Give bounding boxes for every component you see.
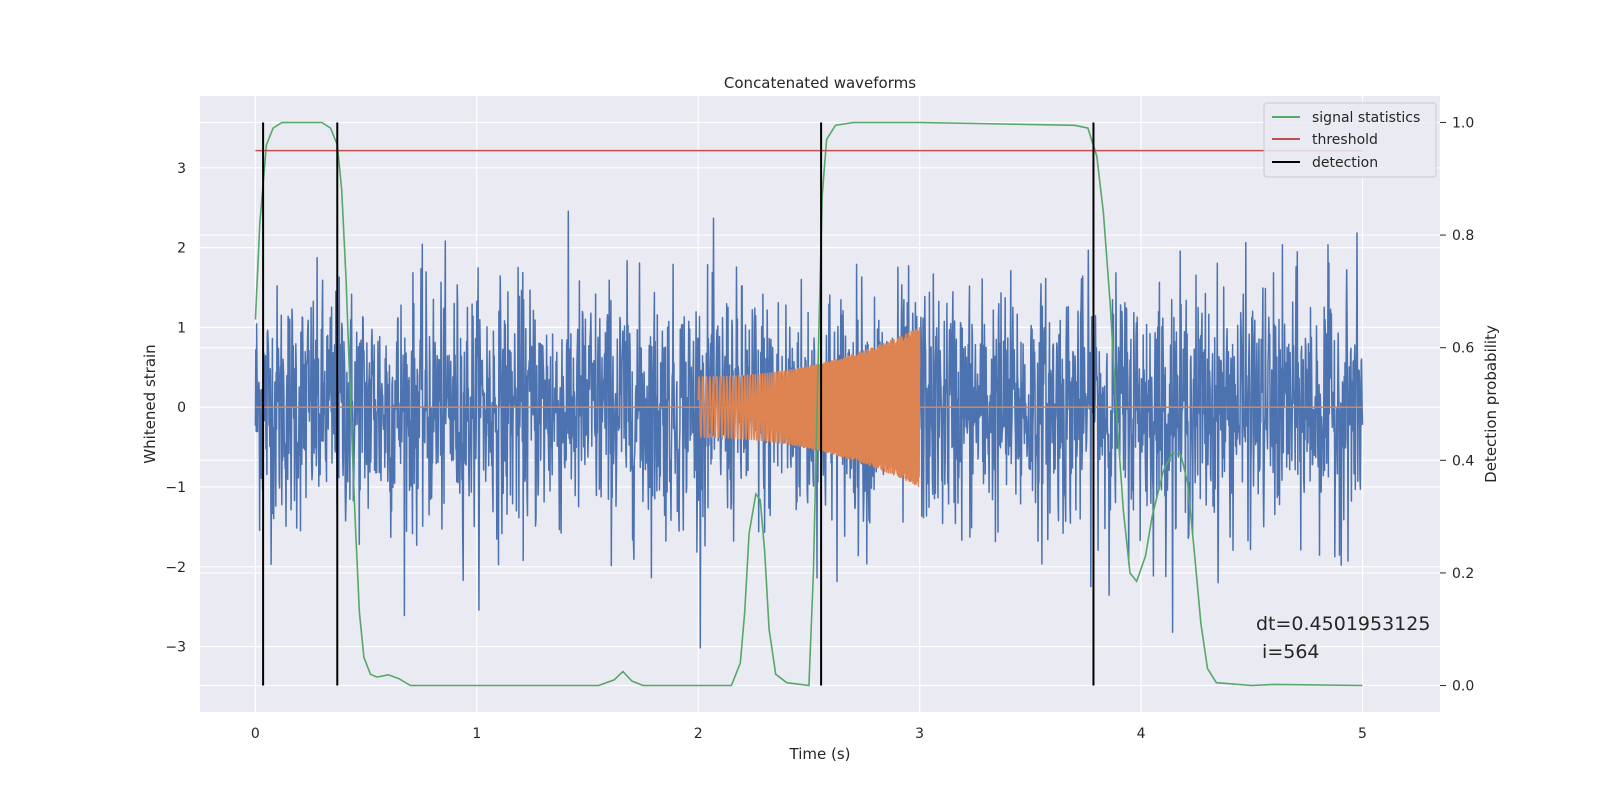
y2-tick-label: 0.8 [1452, 228, 1474, 244]
annotation-dt: dt=0.4501953125 [1256, 613, 1430, 635]
x-tick-label: 0 [251, 726, 260, 742]
y2-tick-label: 0.2 [1452, 566, 1474, 582]
x-tick-label: 1 [472, 726, 481, 742]
y2-tick-label: 1.0 [1452, 115, 1474, 131]
legend-box [1263, 102, 1437, 178]
y2-axis-label: Detection probability [1482, 325, 1500, 483]
injection-series-line [697, 327, 921, 487]
x-tick-label: 3 [915, 726, 924, 742]
x-tick-label: 4 [1137, 726, 1146, 742]
y-tick-label: 1 [177, 320, 186, 336]
y-tick-label: 3 [177, 161, 186, 177]
x-tick-label: 2 [694, 726, 703, 742]
legend-label-threshold: threshold [1312, 132, 1378, 148]
y2-tick-label: 0.4 [1452, 453, 1474, 469]
y-tick-label: −2 [165, 560, 186, 576]
legend: signal statistics threshold detection [1263, 102, 1437, 178]
detection-lines [262, 122, 1095, 686]
y2-tick-label: 0.0 [1452, 679, 1474, 695]
x-tick-label: 5 [1358, 726, 1367, 742]
y2-tick-label: 0.6 [1452, 341, 1474, 357]
y-tick-label: 0 [177, 400, 186, 416]
y-axis-left: −3 −2 −1 0 1 2 3 [165, 161, 186, 656]
legend-label-signal-statistics: signal statistics [1312, 110, 1420, 126]
y-tick-label: −3 [165, 640, 186, 656]
y-tick-label: 2 [177, 241, 186, 257]
signal-statistics-line [254, 121, 1363, 687]
legend-label-detection: detection [1312, 155, 1378, 171]
x-axis-label: Time (s) [789, 745, 851, 763]
annotation-index: i=564 [1256, 641, 1320, 663]
chart-title: Concatenated waveforms [724, 74, 916, 92]
y-tick-label: −1 [165, 480, 186, 496]
y-axis-right: 0.0 0.2 0.4 0.6 0.8 1.0 [1440, 115, 1474, 695]
x-axis: 0 1 2 3 4 5 [251, 726, 1367, 742]
y-axis-label: Whitened strain [141, 344, 159, 463]
